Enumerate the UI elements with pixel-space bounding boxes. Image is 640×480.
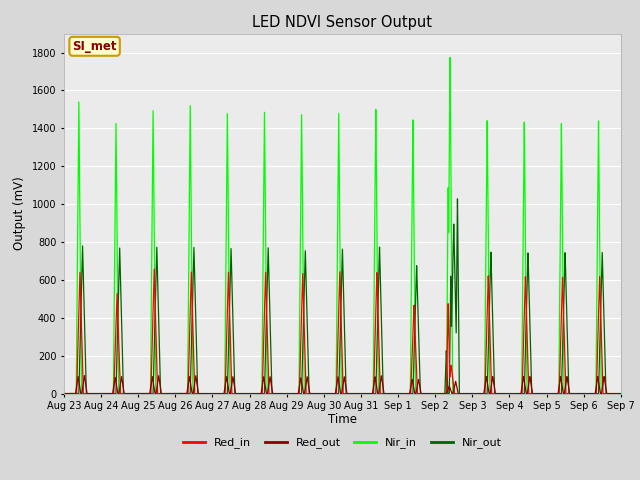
Red_out xyxy=(419,391,427,396)
Line: Nir_in: Nir_in xyxy=(64,58,621,394)
X-axis label: Time: Time xyxy=(328,413,357,426)
Nir_in xyxy=(446,55,454,60)
Nir_in xyxy=(499,391,506,396)
Red_in xyxy=(60,391,68,396)
Red_in xyxy=(617,391,625,396)
Nir_in xyxy=(419,391,427,396)
Nir_in xyxy=(617,391,625,396)
Nir_out xyxy=(179,391,187,396)
Line: Red_out: Red_out xyxy=(64,376,621,394)
Red_out xyxy=(179,391,187,396)
Nir_out xyxy=(419,391,427,396)
Red_out xyxy=(615,391,623,396)
Red_out xyxy=(81,373,88,379)
Red_out xyxy=(617,391,625,396)
Red_in xyxy=(150,266,158,272)
Red_in xyxy=(173,391,181,396)
Red_out xyxy=(173,391,181,396)
Nir_out xyxy=(615,391,623,396)
Red_in xyxy=(269,391,276,396)
Nir_out xyxy=(617,391,625,396)
Legend: Red_in, Red_out, Nir_in, Nir_out: Red_in, Red_out, Nir_in, Nir_out xyxy=(179,433,506,453)
Line: Red_in: Red_in xyxy=(64,269,621,394)
Nir_out xyxy=(454,196,461,202)
Nir_in xyxy=(173,391,181,396)
Nir_in xyxy=(269,391,276,396)
Title: LED NDVI Sensor Output: LED NDVI Sensor Output xyxy=(252,15,433,30)
Y-axis label: Output (mV): Output (mV) xyxy=(13,177,26,251)
Nir_out xyxy=(269,391,276,396)
Nir_in xyxy=(60,391,68,396)
Red_out xyxy=(499,391,506,396)
Red_in xyxy=(615,391,623,396)
Line: Nir_out: Nir_out xyxy=(64,199,621,394)
Nir_in xyxy=(179,391,187,396)
Red_in xyxy=(419,391,427,396)
Text: SI_met: SI_met xyxy=(72,40,117,53)
Red_in xyxy=(499,391,506,396)
Red_in xyxy=(179,391,187,396)
Red_out xyxy=(269,390,276,396)
Nir_in xyxy=(615,391,623,396)
Nir_out xyxy=(499,391,506,396)
Red_out xyxy=(60,391,68,396)
Nir_out xyxy=(173,391,181,396)
Nir_out xyxy=(60,391,68,396)
